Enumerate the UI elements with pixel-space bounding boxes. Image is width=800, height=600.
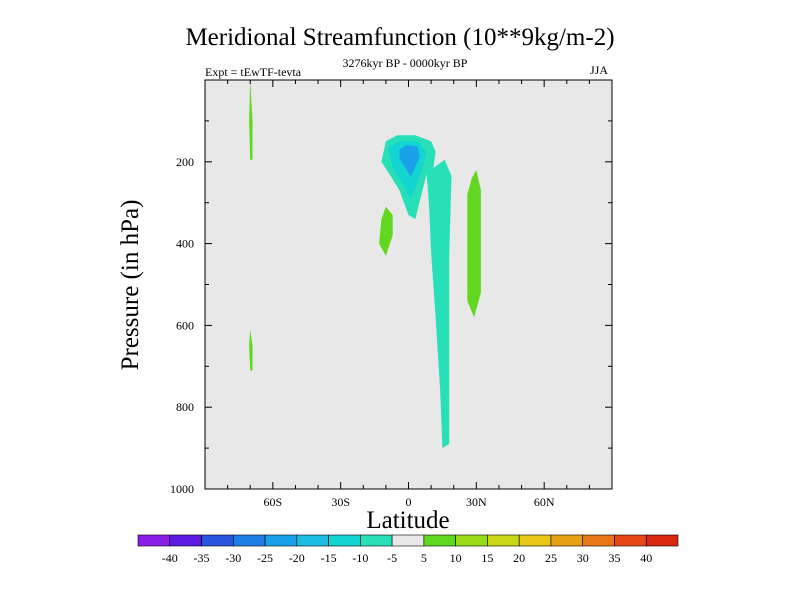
- colorbar-swatch: [201, 534, 234, 547]
- colorbar-swatch: [296, 534, 329, 547]
- colorbar-label: 20: [513, 551, 525, 565]
- colorbar-label: -40: [162, 551, 178, 565]
- colorbar-swatch: [264, 534, 298, 547]
- colorbar-swatch: [645, 534, 679, 547]
- contour-region-1: [249, 329, 253, 371]
- colorbar-label: 10: [450, 551, 462, 565]
- colorbar-label: 15: [481, 551, 493, 565]
- colorbar-label: -25: [257, 551, 273, 565]
- colorbar-label: -30: [225, 551, 241, 565]
- x-tick-label: 0: [406, 495, 412, 509]
- colorbar-swatch: [614, 534, 647, 547]
- colorbar-label: -10: [352, 551, 368, 565]
- y-tick-label: 800: [176, 400, 194, 414]
- colorbar-swatch: [391, 534, 425, 547]
- colorbar-swatch: [423, 534, 456, 547]
- colorbar-swatch: [137, 534, 171, 547]
- y-tick-label: 200: [176, 155, 194, 169]
- x-tick-label: 60N: [534, 495, 555, 509]
- x-tick-label: 60S: [263, 495, 282, 509]
- colorbar: -40 -35 -30 -25 -20 -15 -10 -5 5 10 15 20 25 30 35 40: [137, 534, 679, 565]
- colorbar-swatch: [232, 534, 266, 547]
- colorbar-label: 35: [608, 551, 620, 565]
- colorbar-swatch: [328, 534, 361, 547]
- colorbar-label: -5: [387, 551, 397, 565]
- colorbar-label: 25: [545, 551, 557, 565]
- y-tick-label: 600: [176, 318, 194, 332]
- colorbar-label: 30: [577, 551, 589, 565]
- contour-region-2: [379, 206, 393, 256]
- y-axis-label: Pressure (in hPa): [117, 200, 144, 371]
- colorbar-swatch: [487, 534, 520, 547]
- colorbar-swatch: [550, 534, 584, 547]
- contour-region-6: [399, 145, 420, 177]
- x-tick-label: 30S: [331, 495, 350, 509]
- contour-layer: [249, 80, 481, 449]
- colorbar-swatch: [518, 534, 552, 547]
- x-axis-label: Latitude: [366, 507, 449, 534]
- colorbar-label: -35: [194, 551, 210, 565]
- experiment-label: Expt = tEwTF-tevta: [205, 65, 302, 79]
- y-tick-label: 1000: [170, 482, 194, 496]
- colorbar-label: 40: [640, 551, 652, 565]
- colorbar-swatch: [455, 534, 488, 547]
- season-label: JJA: [590, 63, 609, 77]
- colorbar-label: -20: [289, 551, 305, 565]
- contour-region-3: [467, 170, 481, 318]
- y-tick-label: 400: [176, 237, 194, 251]
- contour-region-4: [381, 135, 452, 449]
- colorbar-label: 5: [421, 551, 427, 565]
- colorbar-swatch: [169, 534, 202, 547]
- contour-region-0: [249, 80, 253, 160]
- axes: 60S 30S 0 30N 60N 200 400 600 800 1000: [170, 80, 612, 509]
- colorbar-swatch: [360, 534, 393, 547]
- chart-subtitle: 3276kyr BP - 0000kyr BP: [342, 56, 468, 70]
- x-tick-label: 30N: [466, 495, 487, 509]
- colorbar-swatch: [582, 534, 615, 547]
- chart-title: Meridional Streamfunction (10**9kg/m-2): [185, 24, 615, 51]
- colorbar-label: -15: [321, 551, 337, 565]
